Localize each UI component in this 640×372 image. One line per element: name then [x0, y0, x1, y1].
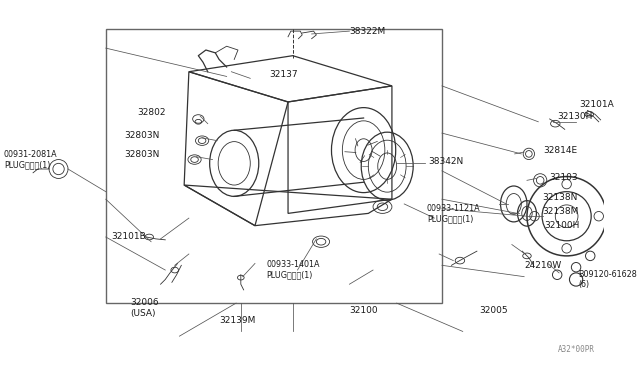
Text: 00933-1401A
PLUGプラグ(1): 00933-1401A PLUGプラグ(1)	[266, 260, 320, 280]
Text: 32100: 32100	[349, 306, 378, 315]
Text: 32803N: 32803N	[125, 150, 160, 159]
Text: 32137: 32137	[269, 70, 298, 79]
Bar	[106, 29, 442, 303]
Text: A32*00PR: A32*00PR	[558, 345, 595, 354]
Text: 32139M: 32139M	[219, 315, 255, 325]
Text: 38342N: 38342N	[428, 157, 463, 166]
Text: 32138N: 32138N	[542, 193, 577, 202]
Text: 32101A: 32101A	[579, 100, 614, 109]
Text: 00931-2081A
PLUGプラグ(1): 00931-2081A PLUGプラグ(1)	[4, 150, 58, 169]
Text: 32101B: 32101B	[111, 232, 146, 241]
Text: 32130H: 32130H	[557, 112, 593, 121]
Text: B09120-61628
(6): B09120-61628 (6)	[578, 270, 637, 289]
Text: 32006
(USA): 32006 (USA)	[131, 298, 159, 318]
Text: 32005: 32005	[480, 306, 508, 315]
Text: 38322M: 38322M	[349, 27, 386, 36]
Text: 00933-1121A
PLUGプラグ(1): 00933-1121A PLUGプラグ(1)	[427, 204, 481, 223]
Text: 32814E: 32814E	[543, 145, 577, 155]
Text: 32802: 32802	[137, 108, 165, 117]
Text: 32103: 32103	[550, 173, 579, 182]
Text: 24210W: 24210W	[524, 261, 561, 270]
Text: 32803N: 32803N	[125, 131, 160, 141]
Text: 32138M: 32138M	[542, 207, 579, 216]
Text: 32100H: 32100H	[544, 221, 579, 230]
